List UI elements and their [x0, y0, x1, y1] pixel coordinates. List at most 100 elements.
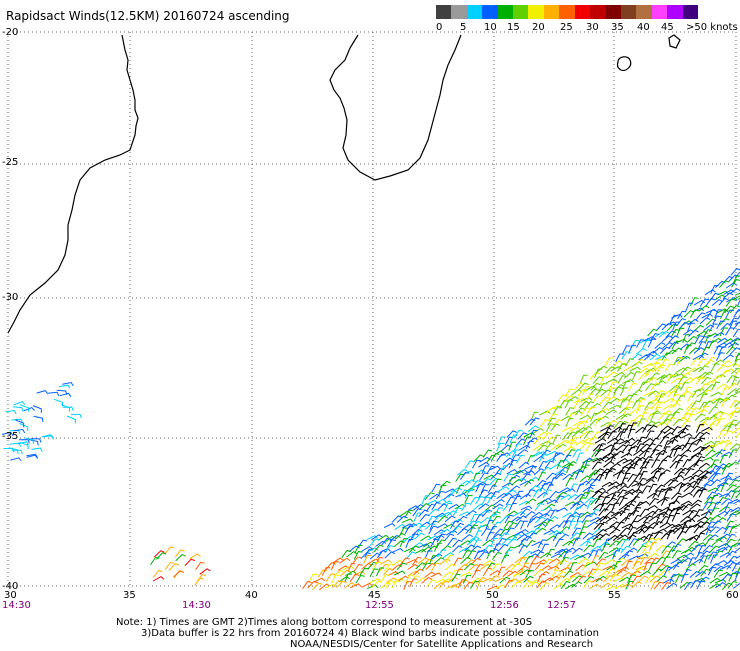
wind-barb: [647, 493, 658, 498]
wind-barb: [176, 555, 186, 561]
wind-barb: [734, 401, 740, 407]
wind-barb: [712, 540, 722, 546]
legend-swatch: [498, 5, 514, 19]
wind-barb: [723, 431, 733, 437]
wind-barb: [688, 319, 699, 324]
wind-barb: [673, 400, 681, 408]
legend-label: 20: [532, 22, 545, 33]
wind-barb: [698, 353, 708, 359]
wind-barb: [196, 562, 205, 569]
wind-barb: [690, 515, 700, 521]
wind-barb: [606, 410, 617, 415]
wind-barb: [567, 450, 576, 458]
wind-barb: [67, 416, 75, 423]
wind-barbs: [2, 269, 740, 590]
wind-barb: [660, 437, 669, 444]
wind-barb: [169, 564, 179, 571]
africa-coast: [8, 35, 138, 333]
legend-swatch: [667, 5, 683, 19]
wind-barb: [648, 329, 658, 336]
lon-label: 55: [608, 590, 621, 601]
legend-swatch: [544, 5, 560, 19]
wind-barb: [517, 535, 528, 540]
wind-barb: [354, 565, 363, 572]
wind-barb: [629, 383, 638, 391]
wind-barb: [733, 583, 740, 589]
wind-barb: [590, 479, 600, 485]
wind-barb: [644, 449, 652, 457]
wind-barb: [392, 549, 403, 553]
wind-barb: [504, 474, 513, 482]
wind-barb: [425, 572, 436, 578]
wind-barb: [723, 355, 733, 361]
legend-swatch: [590, 5, 606, 19]
wind-barb: [587, 522, 598, 527]
wind-barb: [71, 414, 81, 418]
reunion-island: [617, 57, 630, 71]
wind-barb: [505, 550, 513, 558]
wind-barb: [520, 494, 531, 499]
wind-barb: [566, 419, 574, 427]
wind-barb: [610, 464, 621, 469]
wind-barb: [733, 329, 740, 337]
wind-barb: [5, 411, 16, 415]
wind-barb: [506, 528, 515, 535]
coastline: [8, 35, 680, 333]
wind-barb: [674, 483, 685, 488]
wind-barb: [358, 540, 367, 547]
wind-barb: [478, 462, 489, 467]
wind-barb: [726, 328, 735, 336]
wind-barb: [545, 520, 554, 527]
legend-swatch: [606, 5, 622, 19]
wind-barb: [410, 534, 419, 541]
wind-barb: [507, 539, 517, 545]
legend-label: 45: [661, 22, 674, 33]
wind-barb: [620, 388, 628, 396]
wind-barb: [517, 455, 525, 463]
wind-barb: [537, 432, 548, 438]
wind-barb: [710, 508, 719, 516]
legend-label: 5: [460, 22, 466, 33]
lat-label: -20: [2, 27, 18, 38]
wind-barb: [576, 428, 587, 433]
wind-barb: [690, 504, 701, 509]
wind-barb: [711, 555, 718, 563]
wind-barb: [576, 453, 583, 461]
wind-barb: [625, 359, 634, 367]
wind-barb: [352, 557, 361, 564]
wind-barb: [735, 546, 740, 552]
wind-barb: [717, 353, 725, 361]
wind-barb: [470, 525, 478, 533]
wind-barb: [34, 416, 43, 422]
legend-swatch: [467, 5, 483, 19]
time-label: 14:30: [182, 600, 211, 611]
wind-barb: [413, 557, 422, 565]
wind-barb: [658, 460, 667, 468]
wind-barb: [625, 561, 633, 569]
legend-swatch: [436, 5, 452, 19]
lat-label: -35: [2, 431, 18, 442]
wind-barb: [690, 408, 700, 415]
legend-label: 0: [436, 22, 442, 33]
legend-swatch: [652, 5, 668, 19]
wind-barb: [715, 580, 726, 584]
wind-barb: [59, 385, 70, 388]
wind-barb: [710, 527, 720, 533]
wind-barb: [339, 577, 350, 582]
wind-barb: [540, 553, 551, 558]
wind-barb: [710, 584, 721, 589]
wind-barb: [675, 575, 683, 583]
wind-barb: [621, 560, 631, 566]
wind-barb: [628, 429, 635, 437]
wind-barb: [350, 584, 361, 588]
wind-barb: [553, 420, 562, 427]
wind-barb: [610, 529, 621, 534]
wind-barb: [482, 510, 492, 517]
wind-barb: [604, 462, 615, 468]
wind-barb: [580, 375, 588, 383]
wind-barb: [587, 485, 595, 493]
wind-barb: [700, 551, 710, 558]
wind-barb: [487, 496, 496, 504]
wind-barb: [406, 552, 416, 559]
wind-barb: [337, 581, 347, 588]
